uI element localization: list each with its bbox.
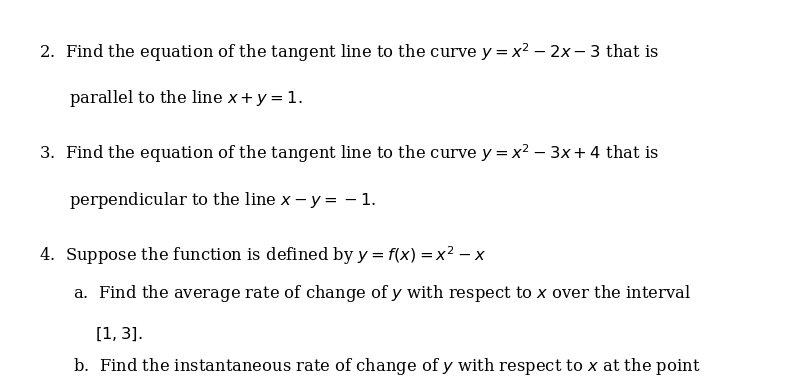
Text: $[1,3]$.: $[1,3]$. <box>95 325 143 343</box>
Text: 3.  Find the equation of the tangent line to the curve $y=x^2-3x+4$ that is: 3. Find the equation of the tangent line… <box>39 143 659 165</box>
Text: parallel to the line $x+y=1$.: parallel to the line $x+y=1$. <box>69 88 303 109</box>
Text: perpendicular to the line $x-y=-1$.: perpendicular to the line $x-y=-1$. <box>69 190 376 211</box>
Text: 4.  Suppose the function is defined by $y=f(x)=x^2-x$: 4. Suppose the function is defined by $y… <box>39 244 486 267</box>
Text: b.  Find the instantaneous rate of change of $y$ with respect to $x$ at the poin: b. Find the instantaneous rate of change… <box>73 356 700 377</box>
Text: 2.  Find the equation of the tangent line to the curve $y=x^2-2x-3$ that is: 2. Find the equation of the tangent line… <box>39 41 659 64</box>
Text: a.  Find the average rate of change of $y$ with respect to $x$ over the interval: a. Find the average rate of change of $y… <box>73 283 691 305</box>
